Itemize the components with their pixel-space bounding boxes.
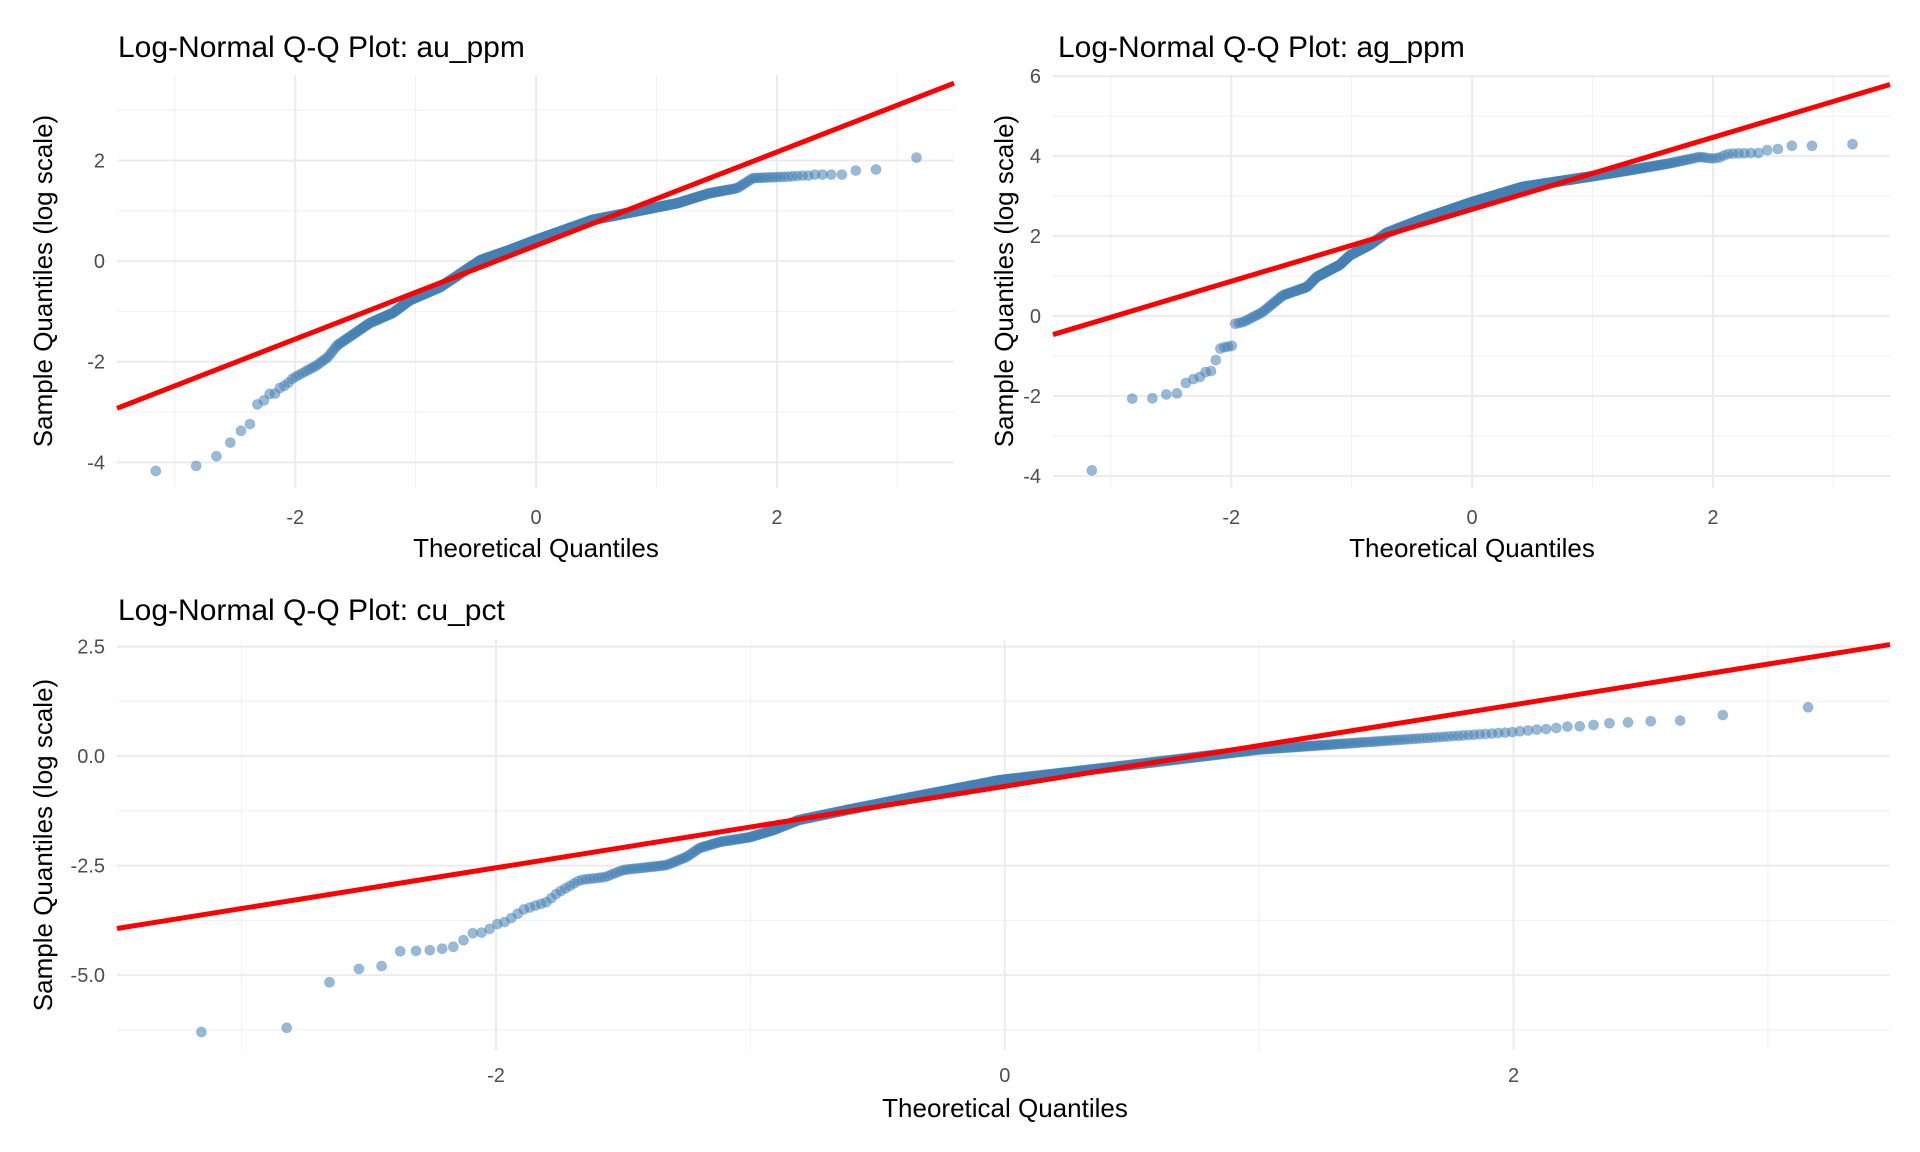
x-ticks-ag: -2 0 2 <box>1222 507 1718 529</box>
data-point <box>850 165 862 177</box>
data-point <box>150 465 162 477</box>
data-point <box>1531 724 1543 735</box>
data-point <box>1160 388 1172 400</box>
x-tick-label: 2 <box>771 507 782 529</box>
x-axis-label-cu: Theoretical Quantiles <box>882 1093 1128 1123</box>
data-point <box>235 425 247 437</box>
x-tick-label: 0 <box>531 507 542 529</box>
y-tick-label: -4 <box>1023 466 1041 488</box>
data-point <box>1574 720 1586 732</box>
y-tick-label: 2.5 <box>77 637 105 659</box>
data-point <box>1226 340 1238 352</box>
data-point <box>1802 701 1814 713</box>
data-point <box>1205 365 1217 377</box>
data-point <box>1786 140 1798 152</box>
data-point <box>324 976 335 988</box>
y-tick-label: 2 <box>94 151 105 173</box>
reference-line-au <box>116 80 955 411</box>
data-point <box>484 923 496 935</box>
data-point <box>210 450 222 462</box>
data-point <box>1622 717 1634 728</box>
data-point <box>1147 392 1158 404</box>
y-tick-label: 2 <box>1030 226 1041 248</box>
data-point <box>447 941 459 953</box>
x-tick-label: 0 <box>1467 507 1478 529</box>
data-point <box>1550 722 1562 734</box>
y-tick-label: 0 <box>1030 306 1041 328</box>
x-ticks-au: -2 0 2 <box>286 507 782 529</box>
y-tick-label: -5.0 <box>71 965 105 987</box>
data-point <box>825 169 837 181</box>
y-tick-label: -2.5 <box>71 856 105 878</box>
data-point <box>1562 721 1573 732</box>
y-tick-label: 0 <box>94 251 105 273</box>
panel-cu-pct: -2 0 2 -5.0 -2.5 0.0 2.5 Log-Normal Q-Q Plot:… <box>28 594 1891 1123</box>
chart-title-au: Log-Normal Q-Q Plot: au_ppm <box>118 31 525 64</box>
y-axis-label-cu: Sample Quantiles (log scale) <box>28 679 58 1011</box>
data-point <box>1717 709 1729 721</box>
x-tick-label: -2 <box>487 1065 505 1087</box>
data-point <box>836 169 848 181</box>
y-tick-label: 0.0 <box>77 746 105 768</box>
y-tick-label: 6 <box>1030 66 1041 88</box>
data-point <box>436 943 448 955</box>
data-point <box>1674 715 1686 726</box>
y-axis-label-ag: Sample Quantiles (log scale) <box>989 115 1019 447</box>
x-tick-label: 2 <box>1707 507 1718 529</box>
data-point <box>870 164 882 175</box>
y-tick-label: 4 <box>1030 146 1041 168</box>
y-ticks-au: -4 -2 0 2 <box>87 151 105 475</box>
x-ticks-cu: -2 0 2 <box>487 1065 1519 1087</box>
data-point <box>458 934 469 946</box>
data-point <box>1645 715 1657 727</box>
data-point <box>1772 143 1784 155</box>
data-point <box>424 944 436 956</box>
data-point <box>1086 464 1098 476</box>
y-ticks-cu: -5.0 -2.5 0.0 2.5 <box>71 637 105 988</box>
data-point <box>1847 138 1858 150</box>
y-tick-label: -2 <box>1023 386 1041 408</box>
y-tick-label: -2 <box>87 352 105 374</box>
data-point <box>195 1026 207 1038</box>
data-point <box>281 1022 293 1034</box>
y-ticks-ag: -4 -2 0 2 4 6 <box>1023 66 1041 488</box>
panel-ag-ppm: -2 0 2 -4 -2 0 2 4 6 Log-Normal Q-Q Plot: ag_pp… <box>989 31 1891 563</box>
data-point <box>394 945 406 957</box>
y-tick-label: -4 <box>87 452 105 474</box>
data-point <box>1604 717 1615 729</box>
data-point <box>1588 719 1599 731</box>
reference-line-cu <box>116 642 1891 931</box>
data-point <box>353 963 365 975</box>
data-point <box>376 960 388 972</box>
grid-au <box>117 75 954 488</box>
data-point <box>1761 144 1773 156</box>
data-point <box>258 394 270 406</box>
data-point <box>190 460 202 472</box>
data-point <box>1806 140 1818 152</box>
data-point <box>224 437 236 449</box>
x-tick-label: 0 <box>999 1065 1010 1087</box>
data-point <box>244 418 256 430</box>
chart-title-ag: Log-Normal Q-Q Plot: ag_ppm <box>1058 31 1465 64</box>
x-axis-label-ag: Theoretical Quantiles <box>1349 533 1595 563</box>
data-point <box>1126 393 1138 405</box>
grid-ag <box>1053 75 1890 488</box>
chart-title-cu: Log-Normal Q-Q Plot: cu_pct <box>118 594 505 627</box>
data-point <box>410 945 422 957</box>
data-point <box>1540 723 1552 735</box>
y-axis-label-au: Sample Quantiles (log scale) <box>28 115 58 447</box>
x-axis-label-au: Theoretical Quantiles <box>413 533 659 563</box>
x-tick-label: -2 <box>1222 507 1240 529</box>
data-point <box>1171 387 1183 399</box>
data-point <box>911 152 922 164</box>
panel-au-ppm: -2 0 2 -4-202 Log-Normal Q-Q Plot: au_ppm … <box>28 31 955 563</box>
data-point <box>1210 354 1222 366</box>
x-tick-label: -2 <box>286 507 304 529</box>
grid-cu <box>117 640 1890 1050</box>
x-tick-label: 2 <box>1508 1065 1519 1087</box>
reference-line-ag <box>1052 82 1891 337</box>
